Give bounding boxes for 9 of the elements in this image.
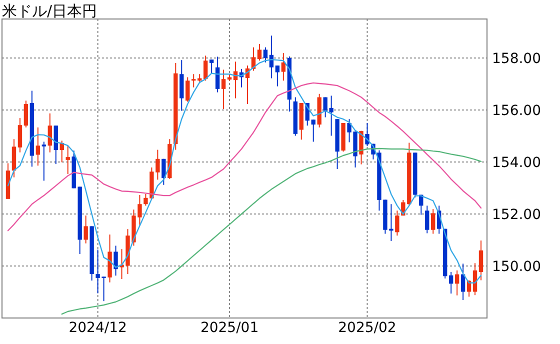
y-tick-label: 152.00 xyxy=(492,207,541,223)
y-tick-label: 154.00 xyxy=(492,155,541,171)
x-tick-label: 2024/12 xyxy=(68,320,127,336)
y-tick-label: 156.00 xyxy=(492,103,541,119)
y-tick-label: 158.00 xyxy=(492,51,541,67)
chart-title: 米ドル/日本円 xyxy=(2,2,98,20)
y-tick-label: 150.00 xyxy=(492,259,541,275)
x-tick-label: 2025/01 xyxy=(200,320,259,336)
x-tick-label: 2025/02 xyxy=(338,320,396,336)
